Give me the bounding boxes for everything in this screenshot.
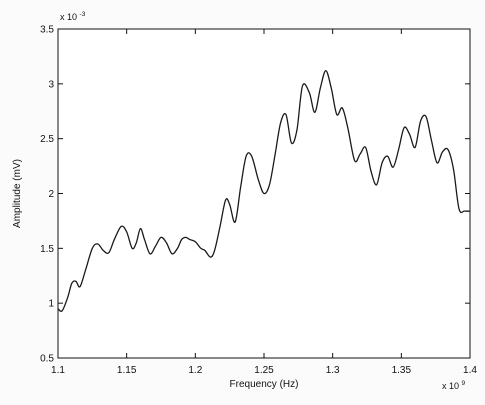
x-tick-label: 1.4 — [463, 365, 477, 376]
x-axis: 1.1 1.15 1.2 1.25 1.3 1.35 1.4 — [51, 29, 477, 376]
x-axis-label: Frequency (Hz) — [230, 379, 299, 390]
x-tick-label: 1.3 — [326, 365, 340, 376]
y-tick-label: 3.5 — [40, 25, 54, 36]
y-tick-label: 1 — [48, 299, 54, 310]
y-tick-label: 0.5 — [40, 354, 54, 365]
x-tick-label: 1.2 — [188, 365, 202, 376]
y-tick-label: 3 — [48, 79, 54, 90]
x-tick-label: 1.35 — [392, 365, 412, 376]
y-scale-exponent: -3 — [80, 11, 86, 18]
x-tick-label: 1.1 — [51, 365, 65, 376]
y-tick-label: 2.5 — [40, 134, 54, 145]
y-axis-label: Amplitude (mV) — [12, 159, 23, 228]
x-tick-label: 1.15 — [117, 365, 137, 376]
series-layer — [57, 70, 471, 312]
y-scale-base: x 10 — [60, 12, 77, 22]
x-scale-base: x 10 — [442, 381, 459, 391]
y-axis: 0.5 1 1.5 2 2.5 3 3.5 — [40, 25, 470, 365]
y-tick-label: 1.5 — [40, 244, 54, 255]
series-line-0 — [57, 70, 471, 312]
x-scale-multiplier: x 10 9 — [442, 380, 466, 391]
y-scale-multiplier: x 10 -3 — [60, 11, 86, 22]
x-scale-exponent: 9 — [462, 380, 466, 387]
x-tick-label: 1.25 — [254, 365, 274, 376]
y-tick-label: 2 — [48, 189, 54, 200]
